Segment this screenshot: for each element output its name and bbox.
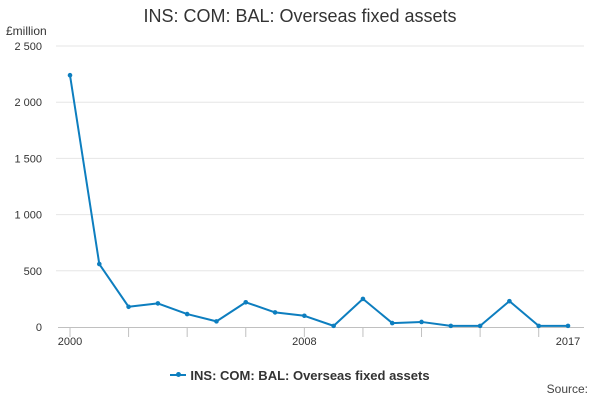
data-point[interactable] xyxy=(184,311,190,317)
data-point[interactable] xyxy=(507,298,512,304)
data-point[interactable] xyxy=(96,261,102,267)
chart-title: INS: COM: BAL: Overseas fixed assets xyxy=(143,6,457,26)
x-tick-label: 2008 xyxy=(292,336,316,348)
legend-label: INS: COM: BAL: Overseas fixed assets xyxy=(190,367,430,383)
y-tick-label: 2 500 xyxy=(14,41,42,53)
data-point[interactable] xyxy=(360,296,366,302)
data-point[interactable] xyxy=(126,304,131,310)
data-point[interactable] xyxy=(243,299,249,305)
data-point[interactable] xyxy=(272,310,278,315)
data-point[interactable] xyxy=(67,72,73,78)
data-point[interactable] xyxy=(389,320,395,326)
source-label: Source: xyxy=(546,382,588,396)
data-point[interactable] xyxy=(214,319,219,324)
data-point[interactable] xyxy=(536,323,542,329)
x-tick-label: 2000 xyxy=(58,336,82,348)
data-point[interactable] xyxy=(419,319,424,325)
data-point[interactable] xyxy=(331,323,336,329)
data-point[interactable] xyxy=(302,313,307,319)
grid-lines xyxy=(56,45,584,272)
legend-item[interactable]: INS: COM: BAL: Overseas fixed assets xyxy=(170,367,430,383)
data-point[interactable] xyxy=(155,301,161,306)
legend: INS: COM: BAL: Overseas fixed assets xyxy=(0,364,600,383)
x-tick-label: 2017 xyxy=(556,336,580,348)
y-tick-label: 500 xyxy=(24,266,42,278)
x-axis xyxy=(58,327,584,337)
y-axis-unit-label: £million xyxy=(6,24,47,38)
series-points xyxy=(67,72,571,329)
y-tick-label: 2 000 xyxy=(14,97,42,109)
series-line xyxy=(69,75,568,327)
data-point[interactable] xyxy=(565,323,571,329)
y-tick-label: 1 000 xyxy=(14,210,42,222)
data-point[interactable] xyxy=(477,323,483,329)
y-tick-label: 1 500 xyxy=(14,153,42,165)
data-point[interactable] xyxy=(448,323,454,329)
legend-line-marker-icon xyxy=(170,372,187,377)
x-axis-tick-labels: 2000 2008 2017 xyxy=(58,336,580,348)
y-tick-label: 0 xyxy=(36,322,42,334)
series-line-group xyxy=(69,75,568,327)
y-axis-tick-labels: 0 500 1 000 1 500 2 000 2 500 xyxy=(14,41,42,334)
